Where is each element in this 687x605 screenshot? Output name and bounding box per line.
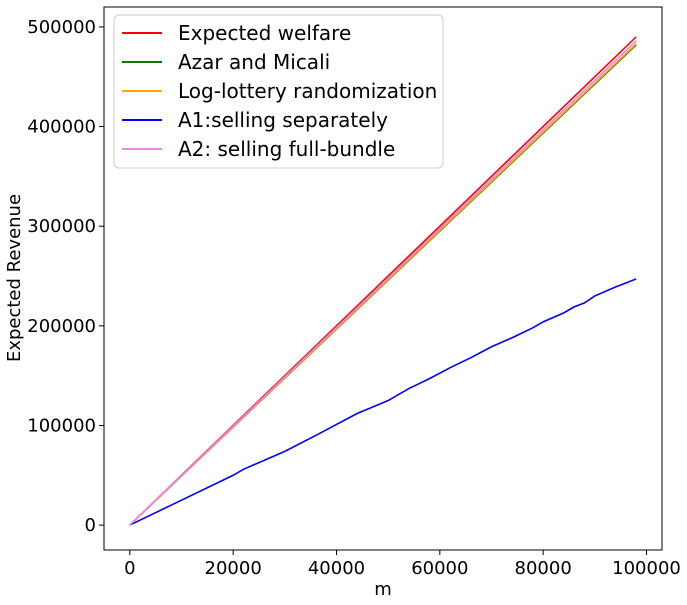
y-axis-ticks: 0 100000 200000 300000 400000 500000 [27,17,104,536]
y-tick-label: 400000 [27,117,96,138]
legend-label: Azar and Micali [178,50,330,74]
legend-label: A1:selling separately [178,108,388,132]
legend-label: A2: selling full-bundle [178,137,395,161]
y-tick-label: 0 [85,515,96,536]
y-tick-label: 200000 [27,316,96,337]
x-tick-label: 100000 [612,558,681,579]
x-tick-label: 80000 [515,558,572,579]
y-tick-label: 500000 [27,17,96,38]
y-tick-label: 300000 [27,216,96,237]
x-axis-label: m [374,579,392,600]
series-layer [129,36,637,526]
y-tick-label: 100000 [27,415,96,436]
legend: Expected welfare Azar and Micali Log-lotte… [113,14,444,169]
legend-box [113,14,444,169]
x-tick-label: 40000 [308,558,365,579]
x-tick-label: 60000 [411,558,468,579]
series-line-a1-selling-separately [129,278,637,526]
legend-label: Log-lottery randomization [178,79,437,103]
series-line-a2-selling-full-bundle [129,40,637,526]
x-axis-ticks: 0 20000 40000 60000 80000 100000 [124,550,681,579]
y-axis-label: Expected Revenue [4,194,25,362]
x-tick-label: 20000 [205,558,262,579]
plot-frame [103,6,663,551]
legend-label: Expected welfare [178,21,351,45]
x-tick-label: 0 [124,558,135,579]
